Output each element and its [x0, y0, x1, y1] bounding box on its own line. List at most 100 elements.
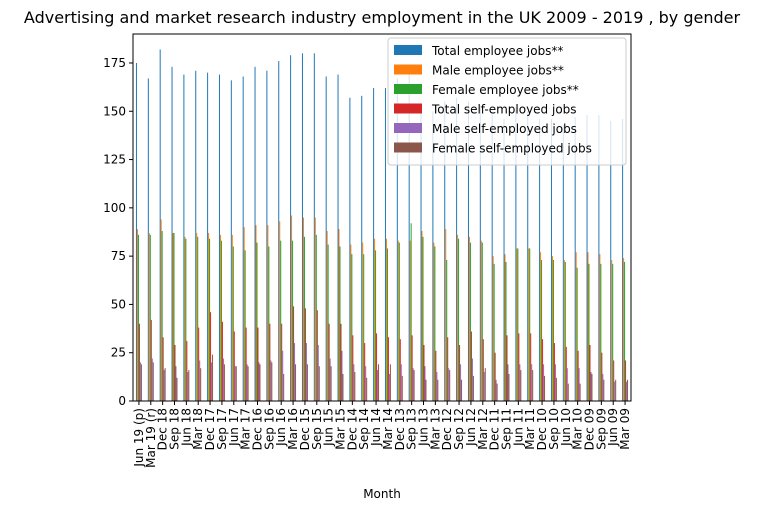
legend-swatch — [394, 142, 422, 153]
bar-s3-c41 — [625, 360, 627, 401]
bar-s5-c9 — [247, 366, 249, 401]
x-tick-label: Mar 10 — [571, 408, 585, 450]
x-tick-label: Mar 14 — [381, 408, 395, 450]
bar-s3-c25 — [435, 350, 437, 401]
bar-s0-c30 — [491, 115, 493, 401]
bar-s1-c22 — [397, 240, 399, 401]
bar-s4-c5 — [199, 360, 201, 401]
bar-s0-c38 — [586, 115, 588, 401]
bar-s1-c3 — [172, 232, 174, 401]
bar-s5-c28 — [472, 375, 474, 401]
bar-s5-c14 — [306, 364, 308, 401]
bar-s4-c34 — [543, 364, 545, 401]
bar-s2-c1 — [149, 234, 151, 401]
bar-s3-c22 — [399, 339, 401, 401]
bar-s5-c41 — [627, 379, 629, 401]
bar-s3-c32 — [518, 333, 520, 401]
bar-s2-c39 — [600, 263, 602, 401]
bar-s2-c0 — [137, 234, 139, 401]
bar-s0-c39 — [598, 115, 600, 401]
bar-s5-c26 — [449, 370, 451, 401]
bar-s1-c18 — [350, 244, 352, 401]
bar-s2-c16 — [327, 244, 329, 401]
bar-s4-c15 — [317, 344, 319, 401]
x-tick-label: Jun 19 (p) — [132, 408, 146, 468]
bar-s5-c3 — [176, 377, 178, 401]
bar-s1-c6 — [208, 232, 210, 401]
bar-s5-c1 — [152, 362, 154, 401]
bar-s2-c22 — [398, 242, 400, 401]
bar-s5-c35 — [555, 377, 557, 401]
legend: Total employee jobs** Male employee jobs*… — [387, 37, 627, 166]
x-tick-label: Dec 09 — [583, 408, 597, 450]
bars-layer — [135, 49, 629, 402]
x-tick-label: Jun 18 — [179, 408, 193, 447]
bar-s4-c24 — [424, 366, 426, 401]
bar-s4-c18 — [353, 364, 355, 401]
bar-s4-c29 — [483, 372, 485, 401]
x-tick-label: Sep 15 — [310, 408, 324, 450]
bar-s0-c35 — [550, 118, 552, 402]
bar-s0-c17 — [337, 74, 339, 401]
x-tick-label: Dec 15 — [298, 408, 312, 450]
bar-s0-c4 — [183, 74, 185, 401]
x-tick-label: Jun 17 — [227, 408, 241, 447]
bar-s4-c23 — [412, 368, 414, 401]
bar-s1-c26 — [445, 229, 447, 401]
bar-s5-c12 — [283, 373, 285, 401]
bar-s3-c35 — [553, 343, 555, 401]
bar-s0-c6 — [207, 72, 209, 401]
bar-s5-c15 — [318, 366, 320, 401]
bar-s5-c13 — [295, 364, 297, 401]
bar-s0-c1 — [147, 78, 149, 402]
x-tick-label: Dec 18 — [156, 408, 170, 450]
x-axis-label: Month — [363, 487, 401, 501]
bar-s1-c17 — [338, 229, 340, 401]
bar-s1-c14 — [302, 217, 304, 401]
bar-s2-c9 — [244, 250, 246, 401]
bar-s0-c5 — [195, 70, 197, 401]
bar-s0-c24 — [420, 105, 422, 401]
bar-s3-c6 — [210, 312, 212, 401]
bar-s3-c2 — [162, 337, 164, 401]
bar-s4-c11 — [270, 360, 272, 401]
bar-s4-c37 — [578, 368, 580, 401]
bar-s5-c29 — [484, 368, 486, 401]
bar-s4-c39 — [602, 373, 604, 401]
bar-s1-c7 — [219, 234, 221, 401]
bar-s3-c21 — [387, 337, 389, 401]
bar-s4-c14 — [305, 343, 307, 401]
x-tick-label: Jun 11 — [511, 408, 525, 447]
bar-s5-c32 — [520, 370, 522, 401]
bar-s3-c8 — [233, 331, 235, 401]
y-tick-label: 150 — [103, 104, 126, 118]
chart-title: Advertising and market research industry… — [24, 8, 741, 27]
x-tick-label: Jun 12 — [464, 408, 478, 447]
x-tick-label: Jun 16 — [274, 408, 288, 447]
bar-s0-c13 — [290, 55, 292, 401]
bar-s4-c21 — [388, 373, 390, 401]
bar-s5-c23 — [413, 370, 415, 401]
bar-s1-c32 — [516, 248, 518, 401]
bar-s2-c28 — [469, 242, 471, 401]
bar-s0-c9 — [242, 76, 244, 402]
bar-s5-c31 — [508, 373, 510, 401]
bar-s4-c35 — [554, 364, 556, 401]
bar-s4-c26 — [448, 368, 450, 401]
bar-s2-c21 — [386, 248, 388, 401]
bar-s0-c40 — [610, 120, 612, 402]
bar-s5-c34 — [544, 375, 546, 401]
bar-s5-c0 — [140, 364, 142, 401]
bar-s3-c38 — [589, 344, 591, 401]
bar-s2-c15 — [315, 234, 317, 401]
bar-s2-c4 — [185, 238, 187, 401]
x-tick-label: Sep 18 — [168, 408, 182, 450]
bar-s2-c33 — [529, 248, 531, 401]
bar-s3-c10 — [257, 327, 259, 401]
x-tick-label: Mar 11 — [523, 408, 537, 450]
y-axis: 0 25 50 75 100 125 150 175 — [103, 56, 133, 408]
bar-s0-c16 — [325, 76, 327, 402]
bar-s2-c37 — [576, 267, 578, 401]
bar-s3-c40 — [613, 360, 615, 401]
